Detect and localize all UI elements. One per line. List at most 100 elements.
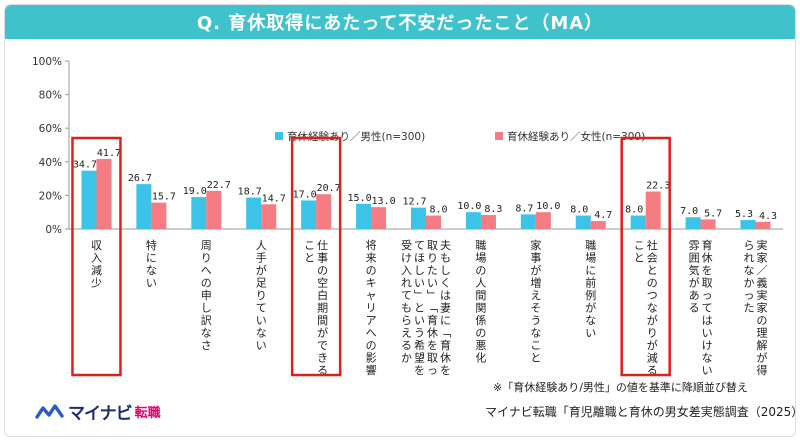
category-label-char: を bbox=[702, 264, 713, 277]
bar bbox=[206, 190, 222, 229]
bar bbox=[371, 207, 387, 229]
y-tick-label: 0% bbox=[45, 224, 62, 236]
category-label-char: 間 bbox=[475, 289, 486, 302]
category-label-char: 期 bbox=[317, 302, 328, 315]
category-label-char: 義 bbox=[757, 276, 768, 290]
bar bbox=[316, 194, 332, 229]
category-label-char: 減 bbox=[647, 351, 658, 365]
category-label-char: 空 bbox=[317, 276, 328, 290]
category-label-char: 望 bbox=[414, 352, 425, 365]
bar-chart: 0% 20% 40% 60% 80% 100% 育休経験あり／男性(n=300) 育休経験あり… bbox=[32, 56, 783, 377]
category-label-char: さ bbox=[201, 339, 212, 352]
data-label: 10.0 bbox=[536, 201, 560, 212]
category-label-char: 増 bbox=[530, 277, 541, 290]
category-label-char: つ bbox=[647, 289, 658, 302]
y-tick-label: 40% bbox=[39, 157, 62, 169]
category-label-char: し bbox=[414, 264, 425, 277]
bar bbox=[191, 197, 207, 229]
category-label-char: 白 bbox=[317, 288, 328, 302]
category-label-char: の bbox=[201, 277, 212, 290]
bar bbox=[700, 219, 716, 229]
category-label-char: け bbox=[702, 339, 713, 352]
category-label-char: 人 bbox=[256, 239, 267, 252]
category-label-char: 休 bbox=[702, 252, 713, 265]
category-label-char: い bbox=[702, 327, 713, 340]
category-label-char: こ bbox=[634, 239, 645, 252]
category-label-char: の bbox=[366, 339, 377, 352]
data-label: 15.0 bbox=[348, 193, 372, 204]
bar bbox=[261, 204, 277, 229]
bar bbox=[535, 212, 551, 229]
category-label-char: 人 bbox=[475, 277, 486, 290]
bar bbox=[246, 197, 262, 229]
category-label-char: た bbox=[427, 264, 438, 277]
category-label-char: き bbox=[317, 352, 328, 365]
category-label-char: 場 bbox=[475, 252, 486, 265]
data-label: 22.7 bbox=[207, 180, 231, 191]
category-label-char: 場 bbox=[585, 252, 596, 265]
category-label-char: 係 bbox=[475, 314, 486, 327]
category-label-char: 休 bbox=[427, 327, 438, 340]
legend-label: 育休経験あり／男性(n=300) bbox=[287, 130, 425, 143]
category-label-char: 間 bbox=[317, 314, 328, 327]
category-label-char: 理 bbox=[757, 327, 768, 340]
highlight-box bbox=[71, 136, 122, 377]
category-label-char: い bbox=[256, 314, 267, 327]
data-label: 8.0 bbox=[570, 205, 588, 216]
data-label: 12.7 bbox=[402, 197, 426, 208]
category-label-char: 家 bbox=[530, 238, 541, 252]
data-label: 5.7 bbox=[704, 208, 722, 219]
category-label-char: 「 bbox=[439, 327, 452, 338]
category-label-char: 受 bbox=[401, 239, 412, 252]
category-label-char: は bbox=[440, 289, 451, 302]
category-label-char: く bbox=[440, 277, 451, 290]
category-label-char: こ bbox=[530, 339, 541, 352]
logo-sub-text: 転職 bbox=[134, 406, 161, 421]
category-label-char: 」 bbox=[413, 290, 426, 301]
category-label-char: と bbox=[304, 252, 315, 265]
category-label-char: が bbox=[317, 326, 328, 340]
category-label-char: 入 bbox=[91, 252, 102, 265]
category-label-char: は bbox=[702, 314, 713, 327]
category-label-char: ほ bbox=[414, 252, 425, 265]
category-label-char: 家 bbox=[757, 301, 768, 315]
category-label-char: 」 bbox=[426, 290, 439, 301]
y-tick-label: 80% bbox=[39, 90, 62, 102]
category-label-char: の bbox=[475, 264, 486, 277]
data-label: 8.3 bbox=[484, 204, 502, 215]
category-label-char: 妻 bbox=[440, 302, 451, 315]
category-label-char: う bbox=[414, 327, 425, 340]
data-label: 13.0 bbox=[372, 196, 396, 207]
category-label-char: キ bbox=[366, 277, 377, 290]
category-label-char: あ bbox=[689, 289, 700, 302]
bar bbox=[590, 221, 606, 229]
category-label-char: る bbox=[689, 302, 700, 315]
bar bbox=[426, 215, 441, 229]
bar bbox=[480, 215, 496, 229]
data-label: 20.7 bbox=[317, 183, 341, 194]
category-label-char: て bbox=[702, 302, 713, 315]
category-label-char: い bbox=[256, 339, 267, 352]
data-label: 4.3 bbox=[759, 211, 777, 222]
category-label-char: が bbox=[585, 301, 596, 315]
category-label-char: 休 bbox=[440, 352, 451, 365]
category-label-char: か bbox=[401, 352, 412, 365]
category-label-char: が bbox=[647, 338, 658, 352]
title-bar: Q. 育休取得にあたって不安だったこと（MA） bbox=[5, 5, 795, 39]
bar bbox=[136, 184, 152, 229]
bar bbox=[685, 217, 701, 229]
category-label-char: な bbox=[146, 264, 157, 277]
category-label-char: 雰 bbox=[689, 239, 700, 252]
category-label-char: 取 bbox=[702, 277, 713, 290]
data-label: 22.3 bbox=[646, 181, 670, 192]
bar bbox=[151, 202, 167, 229]
category-label-char: れ bbox=[401, 277, 412, 290]
category-label-char: 育 bbox=[702, 238, 713, 252]
category-label-char: に bbox=[585, 264, 596, 277]
category-label-char: い bbox=[585, 327, 596, 340]
